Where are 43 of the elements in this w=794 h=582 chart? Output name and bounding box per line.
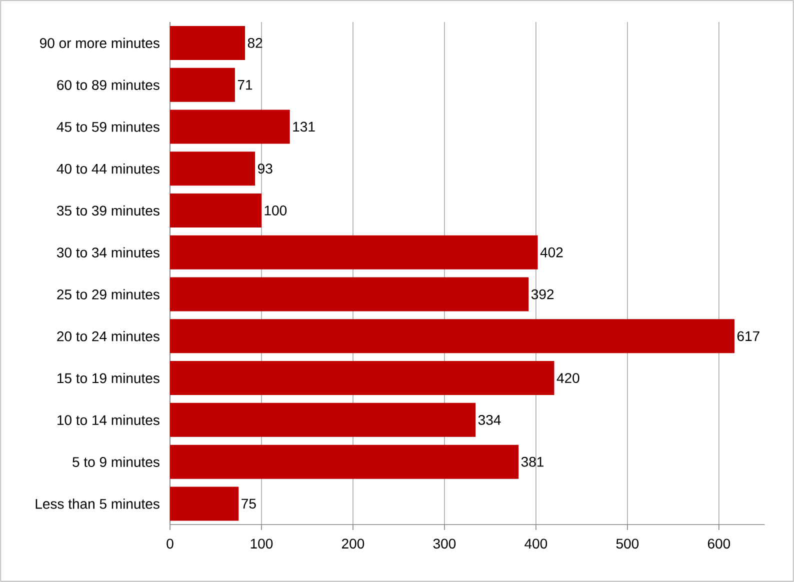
bar	[170, 235, 538, 270]
bar	[170, 68, 235, 102]
y-tick-label: 25 to 29 minutes	[57, 289, 160, 300]
data-label: 93	[258, 164, 272, 174]
y-tick-label: 60 to 89 minutes	[57, 80, 160, 90]
data-label: 392	[531, 289, 554, 300]
bar	[170, 444, 519, 479]
y-tick-label: 20 to 24 minutes	[57, 331, 160, 342]
data-label: 402	[540, 247, 563, 258]
x-tick-label: 100	[250, 538, 273, 549]
x-tick-label: 600	[708, 538, 730, 549]
y-tick-label: 40 to 44 minutes	[56, 163, 160, 174]
bar	[170, 277, 529, 312]
y-tick-label: 35 to 39 minutes	[56, 205, 160, 216]
data-label: 71	[238, 80, 252, 90]
y-tick-label: 10 to 14 minutes	[58, 414, 160, 426]
bar	[170, 402, 476, 437]
data-label: 617	[737, 331, 760, 342]
data-label: 334	[478, 414, 501, 425]
data-label: 82	[248, 38, 262, 48]
bar	[170, 319, 734, 354]
x-tick-label: 500	[616, 538, 639, 549]
x-tick-label: 0	[166, 538, 174, 549]
data-label: 75	[242, 498, 256, 509]
y-tick-label: 5 to 9 minutes	[72, 456, 160, 467]
data-label: 420	[556, 373, 580, 384]
y-tick-label: 30 to 34 minutes	[56, 247, 160, 258]
y-tick-label: Less than 5 minutes	[36, 498, 160, 509]
x-tick-label: 200	[342, 538, 364, 549]
data-label: 100	[264, 206, 287, 216]
y-tick-label: 15 to 19 minutes	[58, 372, 160, 384]
bar	[170, 361, 554, 396]
y-tick-label: 45 to 59 minutes	[56, 122, 160, 132]
data-label: 381	[521, 456, 544, 467]
bar	[170, 193, 262, 228]
bar	[170, 486, 239, 521]
data-label: 131	[293, 122, 315, 132]
x-tick-label: 300	[433, 538, 456, 549]
bar	[170, 26, 246, 60]
y-tick-label: 90 or more minutes	[40, 38, 160, 48]
bar	[170, 152, 256, 186]
bar	[170, 110, 290, 144]
x-tick-label: 400	[524, 538, 548, 549]
